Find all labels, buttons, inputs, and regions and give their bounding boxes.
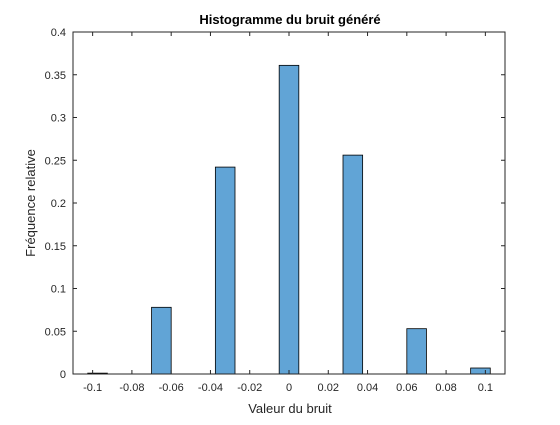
histogram-bar-4	[342, 154, 364, 375]
x-tick-label-3: -0.04	[198, 382, 223, 394]
x-axis-label: Valeur du bruit	[248, 401, 332, 416]
y-tick-label-1: 0.05	[45, 326, 66, 338]
y-tick-label-5: 0.25	[45, 155, 66, 167]
histogram-bar-6	[470, 367, 491, 375]
x-tick-label-9: 0.08	[435, 382, 456, 394]
y-tick-label-0: 0	[60, 369, 66, 381]
histogram-bar-5	[406, 328, 427, 375]
x-tick-label-0: -0.1	[83, 382, 102, 394]
histogram-bar-3	[278, 64, 300, 375]
histogram-bar-1	[151, 306, 172, 375]
x-tick-label-10: 0.1	[478, 382, 493, 394]
x-tick-label-8: 0.06	[396, 382, 417, 394]
y-tick-label-6: 0.3	[51, 113, 66, 125]
x-tick-label-7: 0.04	[357, 382, 378, 394]
x-tick-label-4: -0.02	[237, 382, 262, 394]
bars-layer	[87, 64, 491, 375]
y-tick-label-7: 0.35	[45, 70, 66, 82]
histogram-bar-2	[214, 166, 236, 375]
y-tick-label-2: 0.1	[51, 284, 66, 296]
ticks-layer: -0.1 -0.08 -0.06 -0.04 -0.02 0 0.02 0.04 0.06 0.0…	[45, 27, 505, 394]
y-tick-label-8: 0.4	[51, 27, 66, 39]
x-tick-label-5: 0	[286, 382, 292, 394]
y-tick-label-3: 0.15	[45, 241, 66, 253]
x-tick-label-2: -0.06	[159, 382, 184, 394]
y-axis-label: Fréquence relative	[23, 149, 38, 257]
y-tick-label-4: 0.2	[51, 198, 66, 210]
x-tick-label-6: 0.02	[318, 382, 339, 394]
x-tick-label-1: -0.08	[119, 382, 144, 394]
chart-title: Histogramme du bruit généré	[199, 12, 380, 27]
